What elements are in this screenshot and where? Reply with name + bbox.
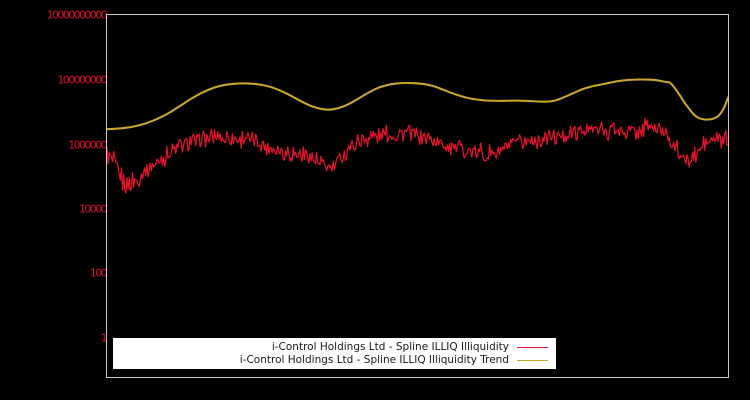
y-tick-label: 1: [100, 331, 108, 345]
legend-label: i-Control Holdings Ltd - Spline ILLIQ Il…: [271, 340, 509, 353]
chart-legend: i-Control Holdings Ltd - Spline ILLIQ Il…: [113, 338, 556, 369]
legend-entry-illiquidity: i-Control Holdings Ltd - Spline ILLIQ Il…: [113, 341, 550, 354]
legend-swatch-trend: [517, 359, 548, 361]
y-tick-label: 10000000000: [46, 8, 108, 22]
y-tick-label: 1000000: [68, 138, 107, 152]
series-line-illiquidity: [107, 117, 728, 194]
series-line-trend: [107, 78, 728, 131]
plot-area: [106, 14, 729, 378]
y-tick-label: 100: [89, 266, 108, 280]
legend-swatch-illiquidity: [517, 346, 548, 348]
chart-canvas: [107, 78, 728, 194]
y-tick-label: 10000: [79, 202, 108, 216]
legend-entry-trend: i-Control Holdings Ltd - Spline ILLIQ Il…: [113, 354, 550, 367]
y-tick-label: 100000000: [57, 73, 107, 87]
y-axis-tick-labels: 10000000000 100000000 1000000 10000 100 …: [0, 0, 108, 400]
legend-label: i-Control Holdings Ltd - Spline ILLIQ Il…: [239, 353, 509, 366]
